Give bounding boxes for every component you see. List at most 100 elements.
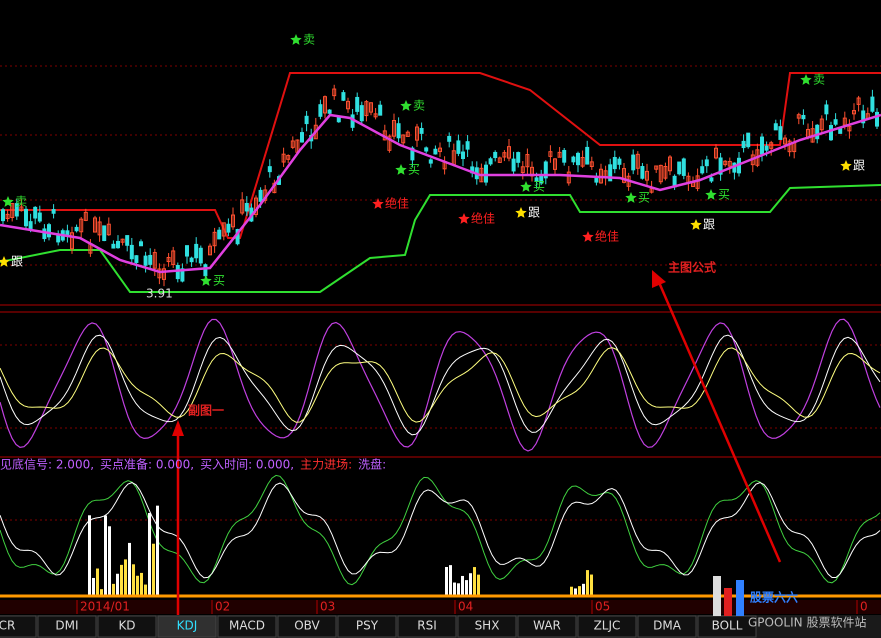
annotation: 主图公式 — [668, 260, 716, 275]
signal-bar — [140, 572, 143, 595]
tab-label[interactable]: WAR — [533, 619, 561, 633]
candle-body — [37, 212, 42, 222]
tab[interactable] — [37, 615, 97, 638]
candle-body — [497, 157, 502, 163]
candle-body — [520, 166, 525, 174]
candle-body — [511, 158, 516, 172]
tab[interactable] — [457, 615, 517, 638]
tab[interactable] — [157, 615, 217, 638]
candle-body — [217, 229, 222, 240]
signal-bar — [88, 515, 91, 595]
tab[interactable] — [397, 615, 457, 638]
candle-body — [824, 104, 829, 115]
tab-label[interactable]: CR — [0, 619, 15, 633]
candle-body — [635, 153, 640, 169]
candle-body — [796, 114, 801, 119]
candle-body — [428, 159, 433, 164]
tab[interactable] — [637, 615, 697, 638]
candle-body — [364, 101, 369, 117]
tab-label[interactable]: PSY — [356, 619, 379, 633]
candle-body — [787, 140, 792, 153]
tab-label[interactable]: DMA — [653, 619, 682, 633]
signal-bar — [144, 584, 147, 595]
candle-body — [185, 245, 189, 257]
low-label: 3.91 — [146, 287, 173, 301]
candle-body — [640, 166, 645, 179]
signal-label: 买 — [533, 180, 545, 194]
candle-body — [852, 110, 856, 115]
signal-star — [840, 160, 852, 171]
candle-body — [447, 135, 452, 142]
tab-label[interactable]: ZLJC — [594, 619, 621, 633]
candle-body — [369, 102, 373, 113]
indicator-legend: 见底信号: 2.000, — [0, 457, 94, 472]
candle-body — [327, 109, 332, 114]
tab-label[interactable]: RSI — [417, 619, 437, 633]
candle-body — [1, 209, 5, 222]
signal-bar — [570, 586, 573, 595]
tab-label[interactable]: KDJ — [177, 619, 198, 633]
candle-body — [861, 110, 866, 124]
tab-label[interactable]: SHX — [475, 619, 500, 633]
tab-label[interactable]: KD — [118, 619, 135, 633]
candle-body — [410, 147, 415, 161]
candle-body — [764, 145, 769, 151]
tab[interactable] — [217, 615, 277, 638]
candle-body — [783, 137, 787, 145]
signal-label: 买 — [408, 163, 420, 177]
candle-body — [5, 213, 10, 219]
signal-bar — [449, 565, 452, 595]
candle-body — [240, 199, 245, 214]
tab[interactable] — [577, 615, 637, 638]
candle-body — [677, 161, 682, 175]
tab-label[interactable]: OBV — [294, 619, 320, 633]
candle-body — [116, 240, 120, 249]
candle-body — [10, 203, 15, 218]
tab[interactable] — [337, 615, 397, 638]
tab[interactable] — [0, 615, 37, 638]
candle-body — [769, 142, 774, 149]
candle-body — [281, 153, 286, 163]
candle-body — [493, 151, 498, 159]
candle-body — [718, 157, 723, 175]
signal-bar — [156, 505, 159, 595]
candle-body — [723, 160, 728, 166]
candle-body — [387, 135, 392, 151]
tab[interactable] — [97, 615, 157, 638]
candle-body — [401, 134, 406, 144]
candle-body — [488, 158, 493, 165]
tab[interactable] — [277, 615, 337, 638]
signal-bar — [136, 575, 139, 595]
signal-star — [395, 164, 407, 175]
kdj-line — [0, 334, 881, 436]
moving-average — [0, 113, 881, 274]
candle-body — [189, 257, 194, 263]
candle-body — [654, 165, 659, 170]
candle-body — [267, 166, 272, 173]
signal-bar — [152, 543, 155, 595]
candle-body — [83, 211, 88, 221]
candle-body — [171, 250, 176, 265]
signal-label: 卖 — [15, 195, 27, 209]
candle-body — [415, 126, 419, 141]
candle-body — [93, 217, 97, 233]
candle-body — [875, 111, 879, 127]
candle-body — [341, 92, 346, 101]
support-line — [0, 184, 881, 293]
tab[interactable] — [517, 615, 577, 638]
tab-label[interactable]: DMI — [55, 619, 78, 633]
signal-bar — [120, 564, 123, 595]
signal-bar — [148, 512, 151, 595]
tab-label[interactable]: MACD — [229, 619, 265, 633]
candle-body — [658, 164, 663, 183]
signal-bar — [108, 526, 111, 595]
signal-label: 绝佳 — [595, 229, 619, 244]
candle-body — [129, 244, 134, 260]
candle-body — [576, 152, 580, 166]
candle-body — [24, 208, 28, 227]
candle-body — [244, 202, 249, 212]
signal-label: 买 — [213, 274, 225, 288]
signal-label: 绝佳 — [471, 211, 495, 226]
tab-label[interactable]: BOLL — [712, 619, 743, 633]
signal-star — [200, 275, 212, 286]
